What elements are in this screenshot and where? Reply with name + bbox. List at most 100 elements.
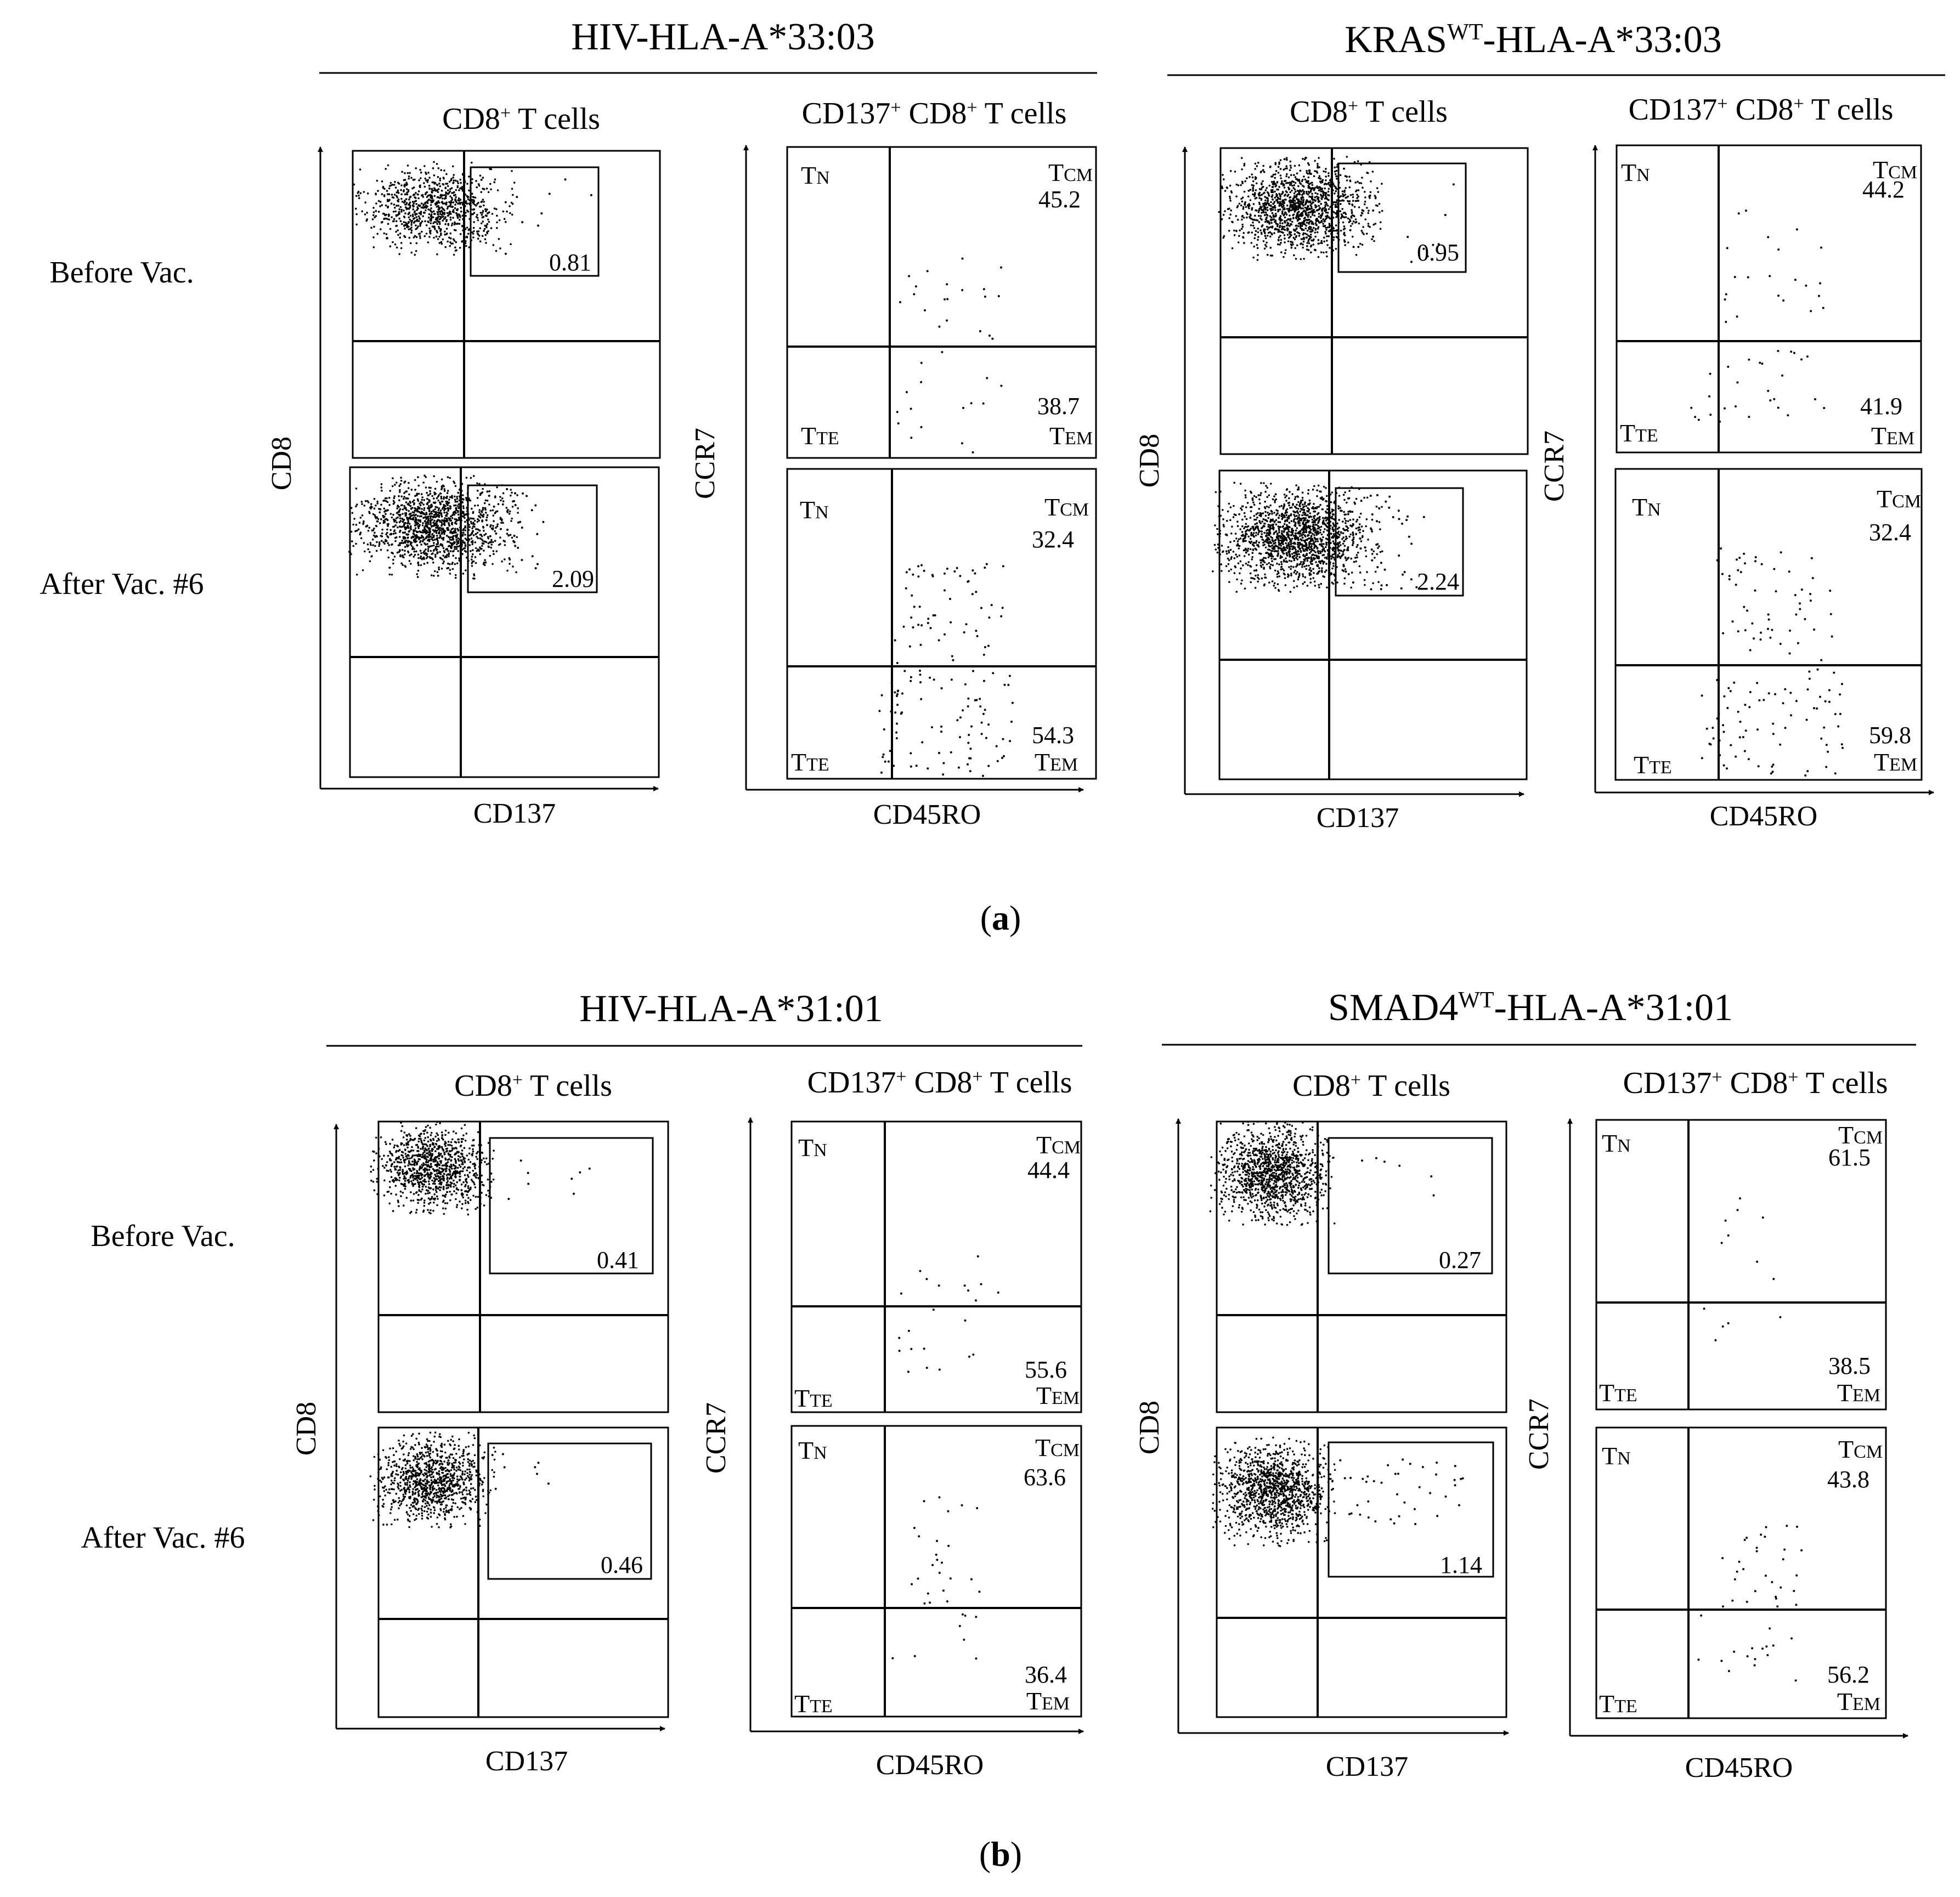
event-dot [456, 535, 458, 537]
event-dot [455, 208, 458, 211]
event-dot [431, 545, 433, 547]
event-dot [1306, 514, 1309, 516]
event-dot [429, 233, 432, 235]
event-dot [1320, 525, 1323, 528]
event-dot [1296, 190, 1299, 192]
event-dot [1266, 241, 1268, 244]
event-dot [482, 507, 484, 509]
event-dot [443, 497, 445, 500]
event-dot [1295, 207, 1298, 210]
event-dot [437, 211, 439, 213]
event-dot [1316, 489, 1318, 491]
event-dot [453, 480, 455, 483]
event-dot [453, 211, 455, 213]
event-dot [1283, 158, 1286, 161]
event-dot [452, 537, 454, 540]
event-dot [1289, 196, 1292, 199]
event-dot [1326, 518, 1329, 520]
event-dot [428, 556, 431, 558]
event-dot [353, 183, 355, 186]
event-dot [1308, 548, 1311, 551]
event-dot [1318, 189, 1320, 192]
event-dot [355, 574, 358, 576]
event-dot [1336, 166, 1338, 168]
event-dot [400, 197, 403, 200]
event-dot [944, 633, 946, 636]
event-dot [494, 530, 496, 533]
caption-a: (a) [980, 898, 1021, 937]
memory-plot-before: TN TCM 45.2 38.7 TTE TEM [786, 146, 1097, 459]
event-dot [1305, 191, 1308, 193]
event-dot [988, 335, 991, 337]
event-dot [1354, 222, 1357, 224]
event-dot [1261, 183, 1263, 186]
activation-gate [1337, 162, 1467, 273]
event-dot [401, 540, 403, 542]
event-dot [1256, 219, 1259, 222]
event-dot [1280, 251, 1283, 253]
event-dot [910, 437, 913, 439]
event-dot [432, 522, 435, 524]
event-dot [399, 550, 401, 552]
event-dot [480, 178, 483, 181]
event-dot [1312, 489, 1314, 491]
event-dot [1362, 231, 1364, 234]
event-dot [1283, 184, 1285, 186]
event-dot [400, 479, 403, 482]
event-dot [406, 526, 409, 529]
event-dot [414, 489, 416, 491]
event-dot [463, 207, 465, 210]
event-dot [1233, 572, 1236, 574]
event-dot [1342, 228, 1345, 231]
event-dot [1312, 568, 1314, 570]
event-dot [474, 556, 477, 558]
event-dot [414, 514, 416, 517]
event-dot [472, 196, 475, 199]
event-dot [454, 495, 456, 498]
event-dot [1259, 564, 1262, 567]
event-dot [426, 556, 429, 558]
event-dot [457, 513, 460, 516]
event-dot [1323, 554, 1325, 556]
event-dot [1314, 192, 1317, 194]
event-dot [466, 506, 468, 509]
event-dot [388, 193, 391, 196]
event-dot [1247, 195, 1250, 198]
event-dot [433, 519, 436, 522]
event-dot [467, 233, 470, 235]
event-dot [408, 221, 410, 223]
event-dot [1338, 186, 1341, 189]
event-dot [514, 545, 516, 547]
event-dot [423, 563, 426, 565]
event-dot [1255, 564, 1258, 567]
event-dot [446, 535, 448, 537]
event-dot [355, 505, 357, 508]
event-dot [410, 229, 413, 232]
event-dot [1273, 232, 1275, 234]
event-dot [1330, 501, 1332, 503]
event-dot [456, 180, 459, 183]
event-dot [902, 625, 905, 628]
event-dot [959, 575, 962, 577]
event-dot [949, 598, 951, 601]
event-dot [406, 517, 408, 519]
event-dot [407, 550, 409, 553]
event-dot [412, 179, 415, 181]
event-dot [1287, 550, 1290, 553]
event-dot [905, 391, 908, 393]
event-dot [1325, 197, 1328, 200]
event-dot [470, 522, 473, 525]
event-dot [921, 741, 924, 744]
event-dot [424, 520, 426, 523]
event-dot [962, 406, 964, 409]
event-dot [1242, 217, 1245, 219]
event-dot [453, 240, 456, 242]
event-dot [1272, 191, 1274, 194]
event-dot [451, 517, 454, 519]
event-dot [1304, 206, 1307, 209]
event-dot [401, 171, 403, 173]
event-dot [882, 756, 884, 758]
event-dot [1306, 229, 1309, 232]
event-dot [483, 534, 485, 536]
event-dot [424, 202, 427, 205]
